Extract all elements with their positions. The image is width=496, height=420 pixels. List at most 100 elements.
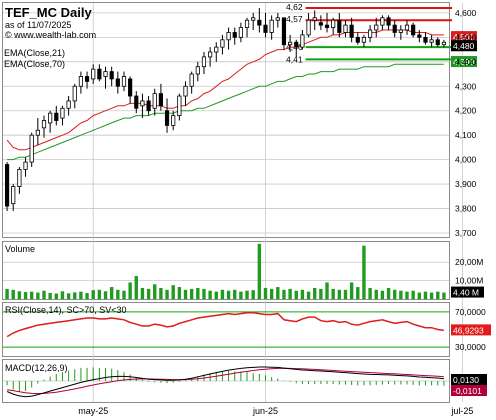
volume-bar xyxy=(263,287,268,299)
volume-bar xyxy=(239,291,243,299)
candle-body xyxy=(152,93,157,109)
macd-title: MACD(12,26,9) xyxy=(5,363,68,373)
price-tick-label: 3,900 xyxy=(455,179,477,189)
last-value-label: 4,480 xyxy=(453,41,475,51)
volume-bar xyxy=(140,287,145,299)
volume-bar xyxy=(214,291,218,299)
candle-body xyxy=(35,129,40,136)
candle-body xyxy=(214,46,219,53)
x-tick-label: jul-25 xyxy=(450,406,473,416)
candle-body xyxy=(48,112,53,124)
rsi-last-box xyxy=(451,324,491,336)
volume-bar xyxy=(128,282,132,299)
volume-bar xyxy=(11,289,15,299)
price-tick-label: 4,600 xyxy=(455,8,477,18)
last-value-box xyxy=(451,31,477,43)
level-label: 4,41 xyxy=(286,54,303,64)
volume-title: Volume xyxy=(5,244,35,254)
candle-body xyxy=(146,100,151,112)
level-label: 4,57 xyxy=(286,14,303,24)
candle-body xyxy=(263,24,268,33)
volume-bar xyxy=(411,290,415,299)
candle-body xyxy=(441,41,447,46)
chart-date: as of 11/07/2025 xyxy=(5,20,71,30)
rsi-series: 46,9293 xyxy=(3,311,491,348)
volume-bar xyxy=(405,291,409,299)
volume-bar xyxy=(103,291,108,299)
volume-bar xyxy=(386,287,391,299)
candle-body xyxy=(417,34,422,38)
candle-body xyxy=(367,29,373,38)
rsi-tick-label: 70,0000 xyxy=(455,307,486,317)
candle-body xyxy=(23,161,28,170)
candle-body xyxy=(300,34,305,48)
volume-bar xyxy=(349,282,354,299)
rsi-title: RSI(Close,14), SC>70, SV<30 xyxy=(5,305,127,315)
volume-bar xyxy=(442,292,446,299)
volume-bar xyxy=(177,287,182,299)
candle-body xyxy=(78,76,84,87)
last-value-label: 4,399 xyxy=(453,57,475,67)
volume-bar xyxy=(429,292,434,299)
volume-bar xyxy=(319,288,323,299)
candle-body xyxy=(115,78,120,87)
macd-series: 0,0130-0,0101 xyxy=(6,366,487,398)
candle-body xyxy=(29,134,34,163)
candle-body xyxy=(288,41,293,46)
volume-series: 4,40 M xyxy=(5,243,484,299)
volume-bar xyxy=(374,289,378,299)
price-tick-label: 4,400 xyxy=(455,57,477,67)
candle-body xyxy=(324,24,330,28)
volume-last-label: 4,40 M xyxy=(453,288,479,298)
volume-bar xyxy=(368,287,372,299)
candle-body xyxy=(257,19,262,26)
candle-body xyxy=(244,19,250,28)
chart-title: TEF_MC Daily xyxy=(5,5,92,20)
macd-last-label: 0,0130 xyxy=(453,375,479,385)
volume-bar xyxy=(97,289,102,299)
candle-body xyxy=(195,66,200,75)
volume-bar xyxy=(85,293,89,299)
volume-bar xyxy=(153,284,157,299)
volume-last-box xyxy=(451,286,484,298)
candle-body xyxy=(312,17,317,21)
volume-bar xyxy=(220,289,225,299)
signal-last-box xyxy=(451,385,487,396)
candle-body xyxy=(60,107,65,119)
candle-body xyxy=(423,36,428,43)
candle-body xyxy=(238,27,243,38)
candle-body xyxy=(97,68,102,80)
candle-body xyxy=(343,24,348,33)
candle-body xyxy=(337,19,342,33)
candle-body xyxy=(177,95,182,117)
volume-bar xyxy=(343,289,348,299)
price-tick-label: 4,000 xyxy=(455,155,477,165)
volume-bar xyxy=(331,288,335,299)
volume-bar xyxy=(251,290,255,299)
volume-bar xyxy=(79,291,83,299)
volume-bar xyxy=(245,290,249,299)
candle-body xyxy=(171,115,176,126)
volume-bar xyxy=(202,288,206,299)
candle-body xyxy=(361,36,367,43)
price-tick-label: 4,100 xyxy=(455,130,477,140)
candle-body xyxy=(17,169,22,187)
candle-body xyxy=(54,112,59,121)
volume-bar xyxy=(436,291,440,299)
volume-bar xyxy=(393,289,397,299)
candle-body xyxy=(109,71,114,80)
candle-body xyxy=(349,24,354,38)
volume-tick-label: 10,00M xyxy=(455,276,483,286)
volume-bar xyxy=(189,288,194,299)
rsi-last-label: 46,9293 xyxy=(453,325,484,335)
macd-last-box xyxy=(451,374,487,385)
price-tick-label: 3,700 xyxy=(455,228,477,238)
volume-bar xyxy=(399,290,403,299)
legend-ema-70: EMA(Close,70) xyxy=(4,59,65,69)
volume-bar xyxy=(17,291,22,299)
volume-bar xyxy=(116,289,120,299)
candle-body xyxy=(183,85,188,97)
legend-ema-21: EMA(Close,21) xyxy=(4,48,65,58)
last-value-box xyxy=(451,56,477,68)
candle-body xyxy=(331,19,336,28)
